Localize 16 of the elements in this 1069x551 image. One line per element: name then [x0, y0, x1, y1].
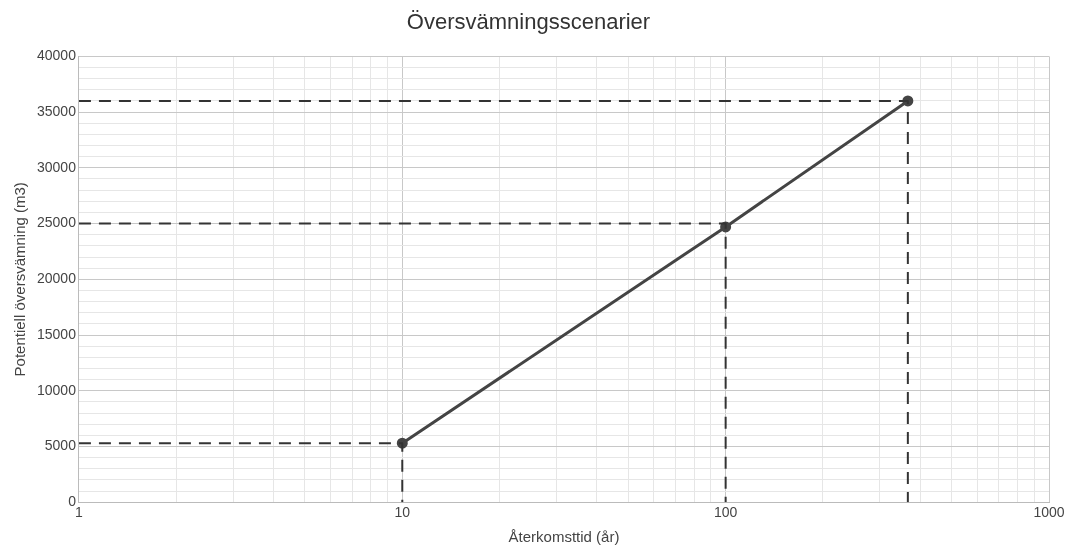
y-tick-label: 0 [68, 493, 77, 510]
x-tick-label: 100 [713, 504, 738, 521]
y-axis-title: Potentiell översvämning (m3) [11, 182, 29, 377]
y-tick-label: 20000 [36, 270, 77, 287]
y-tick-label: 40000 [36, 47, 77, 64]
x-tick-label: 1 [75, 504, 84, 521]
x-axis-title: Återkomsttid (år) [508, 528, 620, 546]
chart-title: Översvämningsscenarier [406, 9, 651, 35]
y-tick-label: 25000 [36, 214, 77, 231]
x-tick-label: 1000 [1033, 504, 1065, 521]
x-tick-label: 10 [394, 504, 411, 521]
y-tick-label: 30000 [36, 158, 77, 175]
y-tick-label: 15000 [36, 325, 77, 342]
y-tick-label: 5000 [44, 437, 77, 454]
y-tick-label: 10000 [36, 381, 77, 398]
y-tick-label: 35000 [36, 102, 77, 119]
